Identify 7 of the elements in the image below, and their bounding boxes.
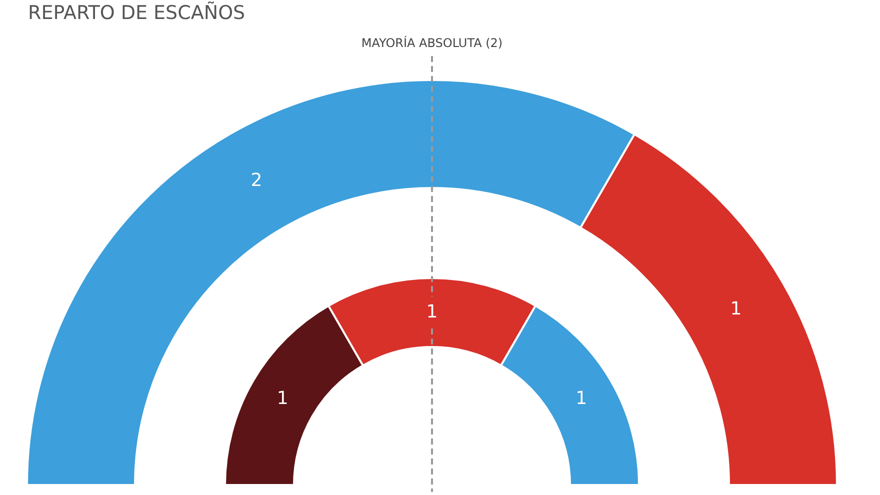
- text: MAYORÍA ABSOLUTA (2): [361, 36, 503, 50]
- data-label: 1: [730, 298, 742, 320]
- chart-title: REPARTO DE ESCAÑOS: [28, 2, 246, 24]
- data-label: 1: [426, 302, 438, 322]
- data-label: 1: [576, 388, 588, 409]
- data-label: 2: [250, 170, 262, 192]
- data-label: 1: [276, 388, 288, 409]
